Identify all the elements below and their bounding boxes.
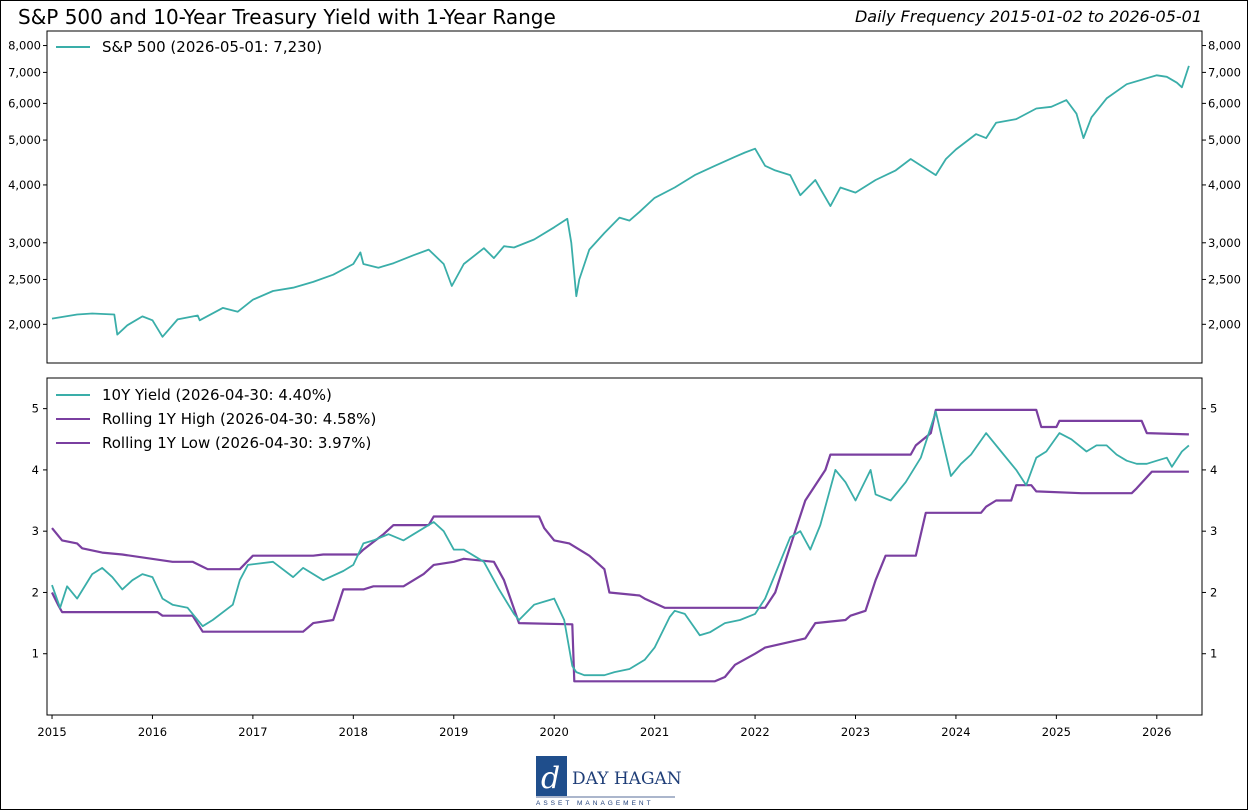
sp500-ytick-label-left: 2,500 <box>8 272 41 286</box>
yield-ytick-label-right: 2 <box>1210 585 1217 599</box>
sp500-lines <box>51 65 1190 338</box>
yield-xtick-label: 2017 <box>238 725 267 739</box>
yield-ytick-label-right: 1 <box>1210 647 1217 661</box>
sp500-y-axis: 2,000 2,000 2,500 2,500 3,000 3,000 4,000 4,000… <box>8 39 1241 332</box>
sp500-ytick-label-right: 2,500 <box>1208 272 1241 286</box>
sp500-ytick-label-right: 3,000 <box>1208 236 1241 250</box>
yield-xtick-label: 2016 <box>138 725 167 739</box>
sp500-ytick-label-left: 2,000 <box>8 317 41 331</box>
yield-ytick-label-left: 2 <box>32 585 39 599</box>
yield-xtick-label: 2023 <box>841 725 870 739</box>
sp500-plot-area <box>46 30 1203 364</box>
yield-xtick-label: 2021 <box>640 725 669 739</box>
yield-lines <box>51 408 1190 683</box>
logo-mark-glyph: d <box>541 761 560 796</box>
sp500-ytick-label-right: 2,000 <box>1208 317 1241 331</box>
sp500-ytick-label-right: 8,000 <box>1208 39 1241 53</box>
yield-legend-label: Rolling 1Y Low (2026-04-30: 3.97%) <box>102 434 371 452</box>
yield-ytick-label-left: 5 <box>32 402 39 416</box>
yield-xtick-label: 2018 <box>339 725 368 739</box>
yield-ytick-label-left: 3 <box>32 524 39 538</box>
day-hagan-logo: d DAY HAGAN ASSET MANAGEMENT <box>536 756 682 807</box>
sp500-ytick-label-right: 6,000 <box>1208 96 1241 110</box>
sp500-ytick-label-left: 7,000 <box>8 65 41 79</box>
sp500-ytick-label-left: 4,000 <box>8 178 41 192</box>
sp500-ytick-label-right: 5,000 <box>1208 133 1241 147</box>
logo-tagline: ASSET MANAGEMENT <box>536 800 654 807</box>
chart-title: S&P 500 and 10-Year Treasury Yield with … <box>18 5 556 29</box>
sp500-legend-label: S&P 500 (2026-05-01: 7,230) <box>102 38 322 56</box>
yield-xtick-label: 2025 <box>1042 725 1071 739</box>
sp500-ytick-label-right: 4,000 <box>1208 178 1241 192</box>
sp500-ytick-label-left: 3,000 <box>8 236 41 250</box>
rolling-low-line <box>51 470 1189 683</box>
yield-xtick-label: 2015 <box>37 725 66 739</box>
yield-xtick-label: 2022 <box>740 725 769 739</box>
yield-xtick-label: 2020 <box>540 725 569 739</box>
yield-y-axis: 1 1 2 2 3 3 4 4 5 5 <box>32 402 1218 661</box>
yield-xtick-label: 2024 <box>941 725 970 739</box>
yield-ytick-label-right: 3 <box>1210 524 1217 538</box>
sp500-legend: S&P 500 (2026-05-01: 7,230) <box>56 38 322 56</box>
yield-x-axis: 2015 2016 2017 2018 2019 2020 2021 2022 2023 2024… <box>37 715 1171 739</box>
yield-series-line <box>51 410 1190 677</box>
sp500-series-line <box>51 65 1190 338</box>
yield-legend-label: 10Y Yield (2026-04-30: 4.40%) <box>102 386 332 404</box>
chart-subtitle: Daily Frequency 2015-01-02 to 2026-05-01 <box>855 7 1202 26</box>
yield-ytick-label-left: 4 <box>32 463 39 477</box>
yield-xtick-label: 2019 <box>439 725 468 739</box>
sp500-panel: 2,000 2,000 2,500 2,500 3,000 3,000 4,000 4,000… <box>8 30 1241 364</box>
yield-ytick-label-right: 5 <box>1210 402 1217 416</box>
sp500-ytick-label-left: 5,000 <box>8 133 41 147</box>
yield-panel: 1 12 23 34 45 5 2015 2016 2017 2018 2019 2020 2021 2… <box>32 377 1218 739</box>
yield-legend-label: Rolling 1Y High (2026-04-30: 4.58%) <box>102 410 376 428</box>
yield-ytick-label-left: 1 <box>32 647 39 661</box>
sp500-ytick-label-left: 6,000 <box>8 96 41 110</box>
yield-plot-area <box>46 377 1203 716</box>
yield-xtick-label: 2026 <box>1142 725 1171 739</box>
sp500-ytick-label-right: 7,000 <box>1208 65 1241 79</box>
yield-legend: 10Y Yield (2026-04-30: 4.40%) Rolling 1Y … <box>56 386 376 452</box>
logo-name: DAY HAGAN <box>572 769 682 789</box>
sp500-ytick-label-left: 8,000 <box>8 39 41 53</box>
yield-ytick-label-right: 4 <box>1210 463 1217 477</box>
logo-mark <box>536 756 567 796</box>
